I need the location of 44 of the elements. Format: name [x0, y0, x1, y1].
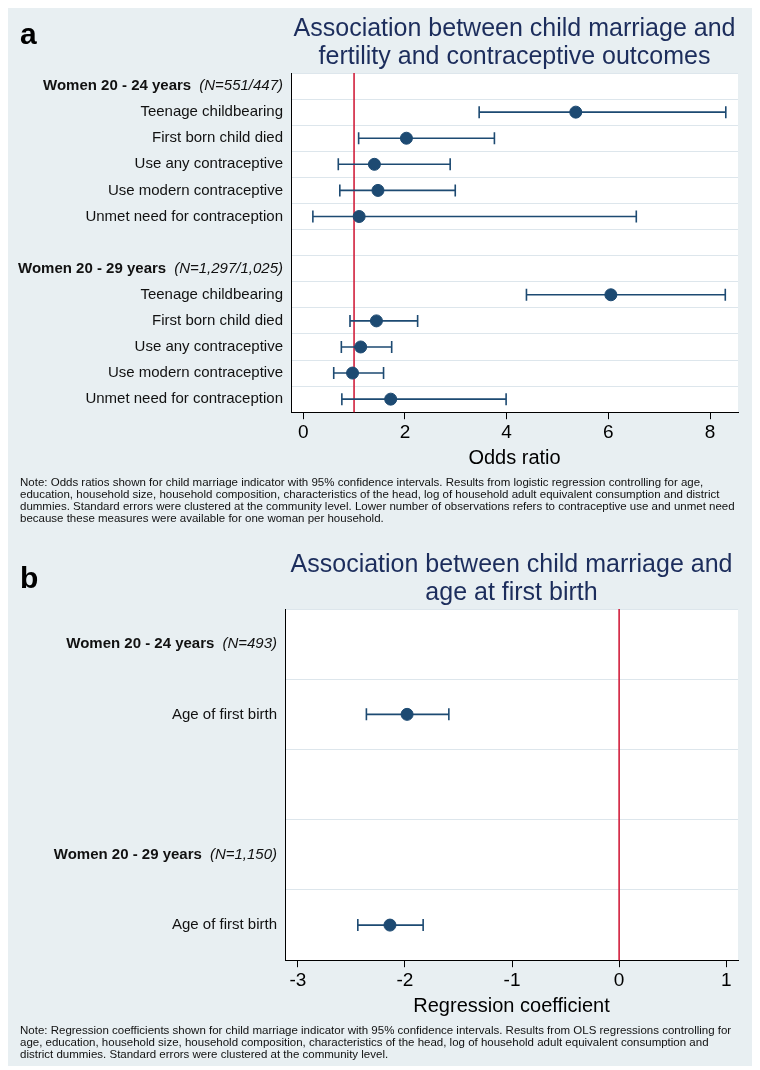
point	[371, 183, 385, 197]
y-tick-label: Unmet need for contraception	[85, 389, 283, 407]
chart-title: Association between child marriage and fertility and contraceptive outcomes	[293, 13, 736, 69]
y-tick-label: Women 20 - 24 years (N=551/447)	[43, 76, 284, 94]
x-tick-label: 0	[613, 968, 625, 990]
y-tick-label: First born child died	[152, 128, 283, 146]
x-tick-label: 1	[720, 968, 732, 990]
text: Note: Odds ratios shown for child marriage indicator with 95% confidence intervals. Results from logistic regression controlling for age, education, household size, household composition, characteristics of the head, log of household adult equivalent consumption and district dummies. Standard errors were clustered at the community level. Lower number of observations refers to contraceptive use and unmet need because these measures were available for one woman per household.	[19, 475, 736, 524]
y-tick-label: Use modern contraceptive	[107, 363, 283, 381]
x-tick-label: 0	[297, 420, 309, 442]
point	[346, 366, 360, 380]
point	[604, 288, 618, 302]
x-tick-label: -1	[503, 968, 521, 990]
x-tick-label: 6	[603, 420, 614, 442]
y-tick-label: Women 20 - 24 years (N=493)	[66, 634, 277, 652]
text: b	[20, 561, 39, 594]
chart-title: Association between child marriage and age at first birth	[290, 549, 733, 605]
y-tick-label: Age of first birth	[171, 704, 277, 722]
y-tick-label: Teenage childbearing	[140, 102, 283, 120]
x-tick-label: -2	[396, 968, 414, 990]
x-tick-label: 2	[399, 420, 411, 442]
point	[399, 131, 413, 145]
x-axis-title: Odds ratio	[468, 445, 561, 468]
point	[384, 392, 398, 406]
point	[352, 210, 366, 224]
x-tick-label: 4	[501, 420, 513, 442]
y-tick-label: Use any contraceptive	[134, 337, 283, 355]
y-tick-label: First born child died	[152, 311, 283, 329]
text: Note: Regression coefficients shown for child marriage indicator with 95% confidence intervals. Results from OLS regressions controlling for age, education, household size, household composition, characteristics of the head, log of household adult equivalent consumption and district dummies. Standard errors were clustered at the community level.	[19, 1023, 733, 1060]
point	[569, 105, 583, 119]
point	[367, 157, 381, 171]
y-tick-label: Teenage childbearing	[140, 284, 283, 302]
x-tick-label: 8	[704, 420, 716, 442]
y-tick-label: Women 20 - 29 years (N=1,150)	[53, 844, 278, 863]
x-tick-label: -3	[289, 968, 307, 990]
y-tick-label: Women 20 - 29 years (N=1,297/1,025)	[18, 258, 283, 276]
point	[354, 340, 368, 354]
text: a	[20, 17, 37, 50]
x-axis-title: Regression coefficient	[413, 993, 611, 1016]
y-tick-label: Age of first birth	[171, 915, 277, 933]
y-tick-label: Use any contraceptive	[134, 154, 283, 172]
point	[369, 314, 383, 328]
y-tick-label: Unmet need for contraception	[85, 206, 283, 224]
y-tick-label: Use modern contraceptive	[107, 180, 283, 198]
